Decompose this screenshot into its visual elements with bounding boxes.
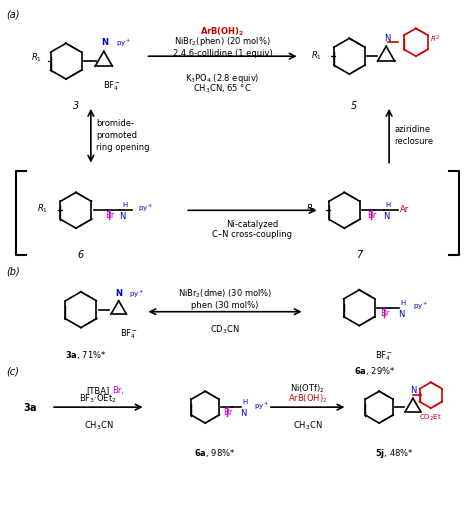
Text: $\bf{6a}$, 98%*: $\bf{6a}$, 98%* [194,447,236,459]
Text: NiBr$_2$(phen) (20 mol%): NiBr$_2$(phen) (20 mol%) [174,35,271,48]
Text: Br: Br [223,408,233,417]
Text: N: N [240,409,246,418]
Text: 6: 6 [78,250,84,260]
Text: $\bf{ArB(OH)_2}$: $\bf{ArB(OH)_2}$ [201,26,245,38]
Text: Br: Br [381,309,390,318]
Text: $\bf{6a}$, 29%*: $\bf{6a}$, 29%* [354,366,395,377]
Text: H: H [242,399,247,405]
Text: Ni-catalyzed: Ni-catalyzed [226,220,278,229]
Text: CH$_3$CN: CH$_3$CN [293,419,322,431]
Text: $R_1$: $R_1$ [31,52,42,65]
Text: Br: Br [105,211,114,220]
Text: BF$_4^-$: BF$_4^-$ [375,349,393,363]
Text: ArB(OH)$_2$: ArB(OH)$_2$ [288,393,328,405]
Text: CH$_3$CN, 65 °C: CH$_3$CN, 65 °C [193,82,252,95]
Text: bromide-
promoted
ring opening: bromide- promoted ring opening [96,119,149,152]
Text: $R_1$: $R_1$ [37,202,48,215]
Text: Ar: Ar [400,205,409,214]
Text: H: H [122,203,128,208]
Text: [TBA]: [TBA] [87,386,110,395]
Text: N: N [119,213,126,221]
Text: N: N [410,386,416,395]
Text: K$_3$PO$_4$ (2.8 equiv): K$_3$PO$_4$ (2.8 equiv) [185,72,260,85]
Text: 7: 7 [356,250,363,260]
Text: NiBr$_2$(dme) (30 mol%): NiBr$_2$(dme) (30 mol%) [178,287,272,300]
Text: BF$_3$·OEt$_2$: BF$_3$·OEt$_2$ [80,393,117,405]
Text: (a): (a) [6,9,20,19]
Text: $R_1$: $R_1$ [306,202,317,215]
Text: py$^+$: py$^+$ [137,203,153,214]
Text: Br: Br [367,211,377,220]
Text: Br,: Br, [112,386,124,395]
Text: phen (30 mol%): phen (30 mol%) [191,301,259,310]
Text: $R_1$: $R_1$ [310,50,321,63]
Text: py$^+$: py$^+$ [116,38,131,49]
Text: 3: 3 [73,101,79,111]
Text: CH$_3$CN: CH$_3$CN [83,419,113,431]
Text: (c): (c) [6,367,19,377]
Text: H: H [385,203,391,208]
Text: 2,4,6-collidine (1 equiv): 2,4,6-collidine (1 equiv) [173,49,273,58]
Text: py$^+$: py$^+$ [128,288,144,300]
Text: CD$_3$CN: CD$_3$CN [210,323,240,336]
Text: N: N [101,38,108,47]
Text: $R^2$: $R^2$ [430,34,440,45]
Text: H: H [401,300,406,306]
Text: C–N cross-coupling: C–N cross-coupling [212,230,292,239]
Text: BF$_4^-$: BF$_4^-$ [103,79,121,93]
Text: py$^+$: py$^+$ [254,400,269,412]
Text: N: N [384,34,390,43]
Text: BF$_4^-$: BF$_4^-$ [119,328,137,341]
Text: (b): (b) [6,267,20,277]
Text: py$^+$: py$^+$ [413,301,428,312]
Text: CO$_2$Et: CO$_2$Et [419,413,442,423]
Text: $\bf{5j}$, 48%*: $\bf{5j}$, 48%* [375,447,413,460]
Text: Ni(OTf)$_2$: Ni(OTf)$_2$ [290,383,325,395]
Text: N: N [383,213,389,221]
Text: 5: 5 [351,101,357,111]
Text: N: N [115,289,122,298]
Text: N: N [398,310,404,319]
Text: $\bf{3a}$, 71%*: $\bf{3a}$, 71%* [65,349,107,361]
Text: $\bf{3a}$: $\bf{3a}$ [23,401,38,413]
Text: aziridine
reclosure: aziridine reclosure [394,125,433,146]
